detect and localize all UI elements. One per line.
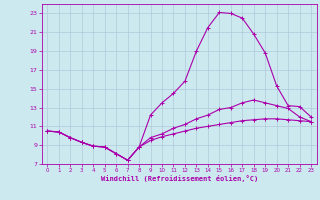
X-axis label: Windchill (Refroidissement éolien,°C): Windchill (Refroidissement éolien,°C) [100,175,258,182]
